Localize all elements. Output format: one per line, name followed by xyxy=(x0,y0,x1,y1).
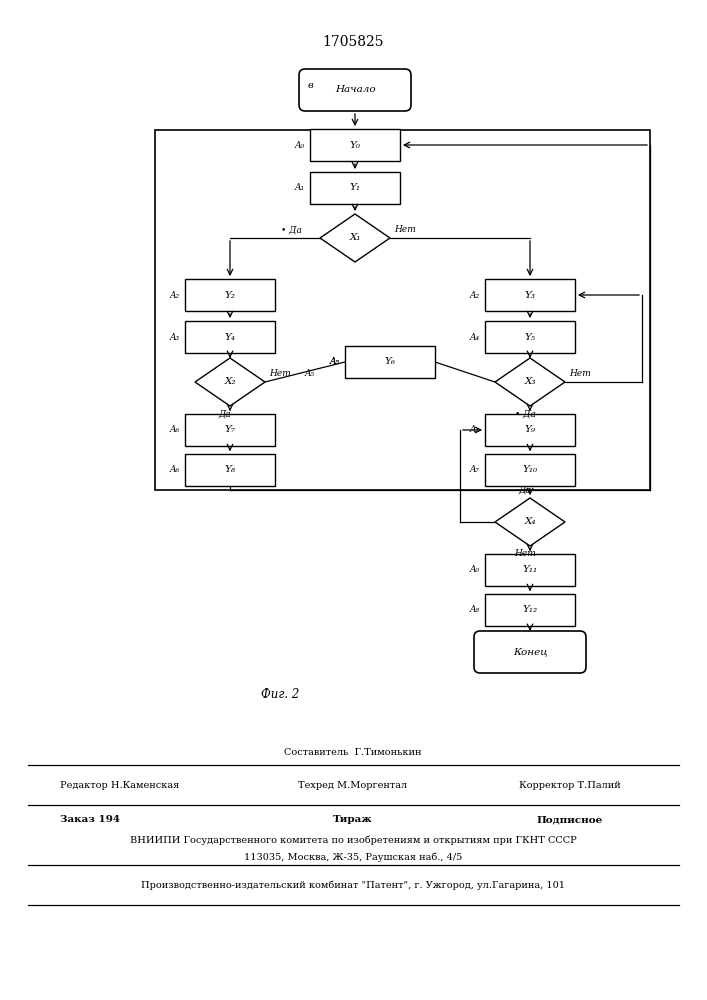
Text: Нет: Нет xyxy=(394,226,416,234)
Text: Начало: Начало xyxy=(334,86,375,95)
FancyBboxPatch shape xyxy=(474,631,586,673)
Text: ВНИИПИ Государственного комитета по изобретениям и открытиям при ГКНТ СССР: ВНИИПИ Государственного комитета по изоб… xyxy=(129,835,576,845)
FancyBboxPatch shape xyxy=(185,454,275,486)
Text: A₃: A₃ xyxy=(170,332,180,342)
Text: Подписное: Подписное xyxy=(537,816,603,824)
Text: • Да: • Да xyxy=(515,410,535,418)
Text: A₁: A₁ xyxy=(470,426,480,434)
FancyBboxPatch shape xyxy=(185,414,275,446)
Text: Техред М.Моргентал: Техред М.Моргентал xyxy=(298,780,407,790)
Text: Да: Да xyxy=(519,486,532,494)
Text: в: в xyxy=(307,81,312,90)
FancyBboxPatch shape xyxy=(299,69,411,111)
FancyBboxPatch shape xyxy=(485,414,575,446)
FancyBboxPatch shape xyxy=(185,279,275,311)
Text: X₃: X₃ xyxy=(525,377,536,386)
Text: Корректор Т.Палий: Корректор Т.Палий xyxy=(519,780,621,790)
FancyBboxPatch shape xyxy=(485,594,575,626)
Text: 1705825: 1705825 xyxy=(322,35,384,49)
Text: Редактор Н.Каменская: Редактор Н.Каменская xyxy=(60,780,180,790)
Text: Нет: Нет xyxy=(269,369,291,378)
Text: Y₀: Y₀ xyxy=(349,140,361,149)
Text: Y₃: Y₃ xyxy=(525,290,535,300)
Text: Фиг. 2: Фиг. 2 xyxy=(261,688,299,702)
Text: Нет: Нет xyxy=(514,550,536,558)
FancyBboxPatch shape xyxy=(485,454,575,486)
Polygon shape xyxy=(495,358,565,406)
Text: Y₄: Y₄ xyxy=(225,332,235,342)
Text: • Да: • Да xyxy=(281,226,302,234)
Text: 113035, Москва, Ж-35, Раушская наб., 4/5: 113035, Москва, Ж-35, Раушская наб., 4/5 xyxy=(244,852,462,862)
Text: Y₂: Y₂ xyxy=(225,290,235,300)
Text: X₂: X₂ xyxy=(224,377,235,386)
FancyBboxPatch shape xyxy=(345,346,435,378)
FancyBboxPatch shape xyxy=(310,172,400,204)
Text: A₀: A₀ xyxy=(470,566,480,574)
Text: A₄: A₄ xyxy=(470,332,480,342)
Text: A₅: A₅ xyxy=(330,358,340,366)
Text: Составитель  Г.Тимонькин: Составитель Г.Тимонькин xyxy=(284,748,422,757)
Text: Y₁₂: Y₁₂ xyxy=(522,605,537,614)
Text: Y₉: Y₉ xyxy=(525,426,535,434)
FancyBboxPatch shape xyxy=(485,321,575,353)
Text: Y₈: Y₈ xyxy=(225,466,235,475)
Text: Конец: Конец xyxy=(513,648,547,656)
Text: A₈: A₈ xyxy=(470,605,480,614)
Text: A₆: A₆ xyxy=(170,466,180,475)
Polygon shape xyxy=(495,498,565,546)
Text: A₆: A₆ xyxy=(170,426,180,434)
Text: Y₁₁: Y₁₁ xyxy=(522,566,537,574)
Text: A₂: A₂ xyxy=(470,290,480,300)
FancyBboxPatch shape xyxy=(485,554,575,586)
Text: A₇: A₇ xyxy=(470,466,480,475)
Text: Нет: Нет xyxy=(569,369,591,378)
Text: Y₆: Y₆ xyxy=(385,358,395,366)
Polygon shape xyxy=(320,214,390,262)
Text: Заказ 194: Заказ 194 xyxy=(60,816,120,824)
Text: A₅: A₅ xyxy=(330,358,340,366)
Polygon shape xyxy=(195,358,265,406)
Text: X₄: X₄ xyxy=(525,518,536,526)
Text: Y₁₀: Y₁₀ xyxy=(522,466,537,475)
Text: Y₁: Y₁ xyxy=(349,184,361,192)
Text: Да: Да xyxy=(218,410,231,418)
Bar xyxy=(155,130,650,490)
Text: Y₇: Y₇ xyxy=(225,426,235,434)
FancyBboxPatch shape xyxy=(185,321,275,353)
Text: X₁: X₁ xyxy=(349,233,361,242)
Text: Y₅: Y₅ xyxy=(525,332,535,342)
Text: Тираж: Тираж xyxy=(333,816,373,824)
FancyBboxPatch shape xyxy=(310,129,400,161)
FancyBboxPatch shape xyxy=(485,279,575,311)
Text: A₁: A₁ xyxy=(295,184,305,192)
Text: A₅: A₅ xyxy=(305,369,315,378)
Text: A₀: A₀ xyxy=(295,140,305,149)
Text: A₂: A₂ xyxy=(170,290,180,300)
Text: Производственно-издательский комбинат "Патент", г. Ужгород, ул.Гагарина, 101: Производственно-издательский комбинат "П… xyxy=(141,880,565,890)
